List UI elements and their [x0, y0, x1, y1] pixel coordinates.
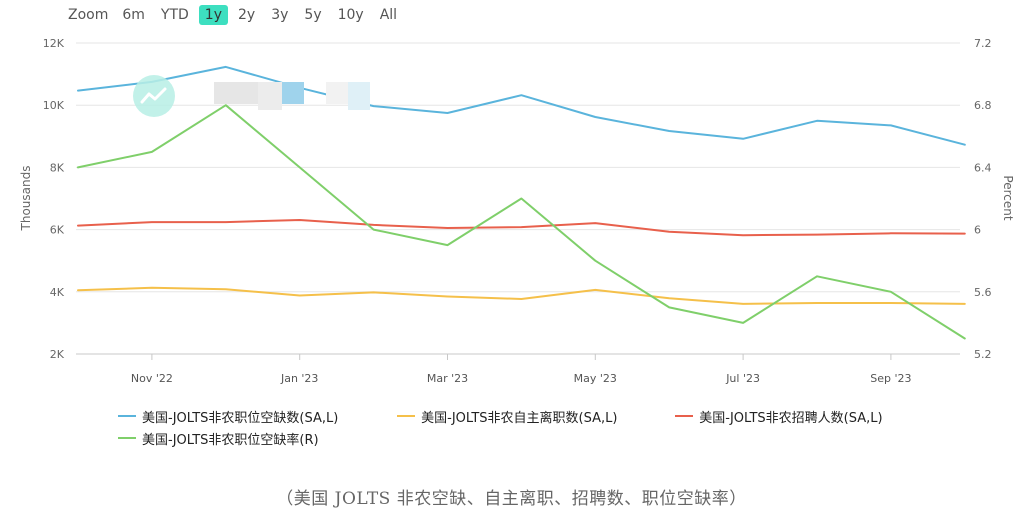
- y-left-tick-label: 8K: [50, 161, 65, 174]
- x-tick-label: Mar '23: [427, 372, 468, 385]
- zoom-option-5y[interactable]: 5y: [304, 7, 322, 23]
- series-lines: [77, 65, 966, 340]
- watermark-logo: [133, 75, 175, 117]
- y-axis-left-title: Thousands: [19, 166, 33, 232]
- zoom-option-1y[interactable]: 1y: [198, 5, 228, 25]
- y-left-tick-label: 4K: [50, 286, 65, 299]
- x-tick-label: Nov '22: [131, 372, 173, 385]
- y-axis-right: 5.2 5.6 6 6.4 6.8 7.2: [974, 37, 992, 361]
- legend-item-quits[interactable]: 美国-JOLTS非农自主离职数(SA,L): [397, 405, 671, 427]
- y-right-tick-label: 7.2: [974, 37, 992, 50]
- legend-item-hires[interactable]: 美国-JOLTS非农招聘人数(SA,L): [675, 405, 935, 427]
- series-line-1[interactable]: [77, 286, 966, 305]
- y-left-tick-label: 12K: [43, 37, 65, 50]
- y-axis-left: 2K 4K 6K 8K 10K 12K: [43, 37, 65, 361]
- chart-legend: 美国-JOLTS非农职位空缺数(SA,L) 美国-JOLTS非农自主离职数(SA…: [118, 405, 938, 449]
- y-right-tick-label: 6.4: [974, 161, 992, 174]
- obscured-region: [282, 82, 304, 104]
- zoom-label: Zoom: [68, 7, 109, 23]
- zoom-option-10y[interactable]: 10y: [337, 7, 364, 23]
- y-right-tick-label: 6.8: [974, 99, 992, 112]
- x-tick-label: Jul '23: [725, 372, 760, 385]
- legend-item-vacancies[interactable]: 美国-JOLTS非农职位空缺数(SA,L): [118, 405, 393, 427]
- x-tick-label: Sep '23: [870, 372, 911, 385]
- zoom-option-all[interactable]: All: [379, 7, 398, 23]
- series-line-3[interactable]: [77, 104, 966, 340]
- y-right-tick-label: 5.2: [974, 348, 992, 361]
- x-axis: Nov '22 Jan '23 Mar '23 May '23 Jul '23 Sep '…: [131, 354, 912, 385]
- legend-swatch: [118, 415, 136, 417]
- grid-lines: [76, 42, 960, 355]
- legend-swatch: [397, 415, 416, 417]
- series-line-2[interactable]: [77, 219, 966, 237]
- legend-label: 美国-JOLTS非农职位空缺率(R): [142, 432, 319, 448]
- y-left-tick-label: 6K: [50, 224, 65, 237]
- zoom-option-6m[interactable]: 6m: [122, 7, 145, 23]
- legend-label: 美国-JOLTS非农招聘人数(SA,L): [699, 410, 883, 426]
- line-chart: 2K 4K 6K 8K 10K 12K 5.2 5.6 6 6.4 6.8 7.2 Nov '22 J…: [19, 37, 1015, 385]
- x-tick-label: Jan '23: [280, 372, 318, 385]
- y-axis-right-title: Percent: [1001, 175, 1015, 220]
- obscured-region: [326, 82, 348, 104]
- obscured-region: [214, 82, 258, 104]
- x-tick-label: May '23: [574, 372, 617, 385]
- y-left-tick-label: 2K: [50, 348, 65, 361]
- series-line-0[interactable]: [77, 65, 966, 146]
- y-right-tick-label: 6: [974, 224, 981, 237]
- legend-swatch: [118, 437, 136, 439]
- legend-label: 美国-JOLTS非农自主离职数(SA,L): [421, 410, 618, 426]
- zoom-bar: Zoom 6m YTD 1y 2y 3y 5y 10y All: [68, 5, 407, 25]
- legend-label: 美国-JOLTS非农职位空缺数(SA,L): [142, 410, 339, 426]
- zoom-option-ytd[interactable]: YTD: [160, 7, 189, 23]
- zoom-option-2y[interactable]: 2y: [238, 7, 256, 23]
- figure-caption: （美国 JOLTS 非农空缺、自主离职、招聘数、职位空缺率）: [276, 489, 747, 509]
- y-right-tick-label: 5.6: [974, 286, 992, 299]
- obscured-region: [348, 82, 370, 110]
- legend-swatch: [675, 415, 694, 417]
- zoom-option-3y[interactable]: 3y: [271, 7, 289, 23]
- y-left-tick-label: 10K: [43, 99, 65, 112]
- obscured-region: [258, 82, 282, 110]
- legend-item-vacancy-rate[interactable]: 美国-JOLTS非农职位空缺率(R): [118, 427, 393, 449]
- trend-icon: [140, 87, 167, 104]
